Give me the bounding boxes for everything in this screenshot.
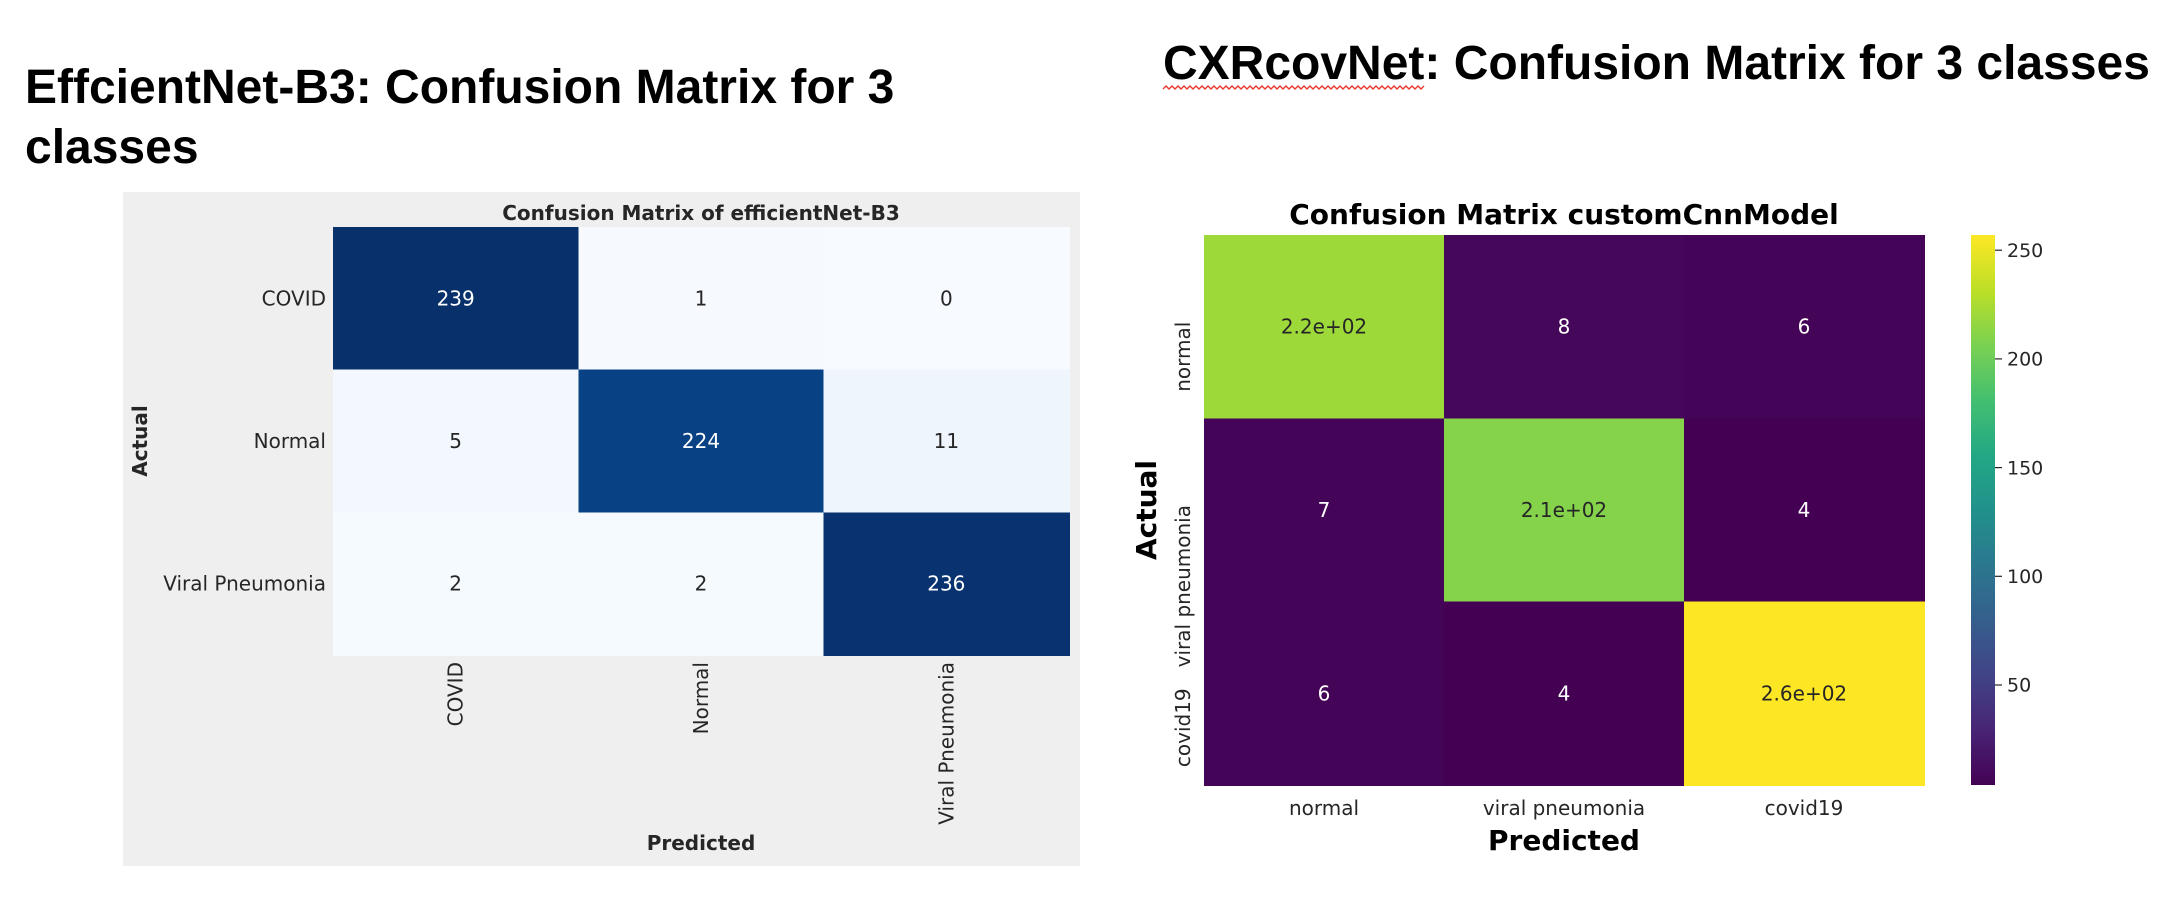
colorbar-tick-label: 150 [2007,457,2043,479]
cell-value-label: 2.6e+02 [1761,681,1847,705]
x-tick-label: covid19 [1765,796,1844,820]
heatmap-cell [578,227,825,371]
heatmap-cell [1444,418,1685,603]
y-tick-label: Viral Pneumonia [163,572,326,596]
x-axis-label: Predicted [647,831,756,855]
x-tick-label: COVID [444,662,468,726]
cell-value-label: 6 [1318,681,1331,705]
cell-value-label: 8 [1558,315,1571,339]
colorbar-tick-label: 250 [2007,240,2043,262]
cell-value-label: 2.1e+02 [1521,498,1607,522]
y-axis-label: Actual [1130,460,1163,560]
cell-value-label: 5 [449,429,462,453]
cell-value-label: 2 [695,572,708,596]
cell-value-label: 4 [1798,498,1811,522]
cell-value-label: 239 [437,286,475,310]
heatmap-cell [1684,235,1925,420]
heatmap-cell [333,512,580,656]
heatmap-cell [1204,418,1445,603]
x-axis-label: Predicted [1488,824,1640,857]
heatmap-cell [333,227,580,371]
heatmap-cell [823,369,1070,514]
colorbar-ticks: 50 100 150 200 250 [1995,240,2043,697]
heatmap-grid: 2.2e+02 8 6 7 2.1e+02 4 6 4 2.6e+02 [1204,235,1925,786]
x-tick-labels: COVID Normal Viral Pneumonia [444,662,959,825]
x-tick-labels: normal viral pneumonia covid19 [1289,796,1843,820]
heatmap-cell [823,512,1070,656]
heatmap-cell [1444,235,1685,420]
colorbar-tick-label: 50 [2007,675,2031,697]
cell-value-label: 2 [449,572,462,596]
cell-value-label: 1 [695,286,708,310]
cell-value-label: 0 [940,286,953,310]
heatmap-cell [1204,235,1445,420]
colorbar-gradient [1971,235,1995,785]
y-tick-label: viral pneumonia [1171,505,1195,667]
heatmap-cell [578,512,825,656]
y-tick-label: normal [1171,322,1195,392]
heatmap-cell [578,369,825,514]
chart-title: Confusion Matrix of efficientNet-B3 [502,201,900,225]
heatmap-cell [333,369,580,514]
y-tick-label: Normal [254,429,326,453]
chart-title: Confusion Matrix customCnnModel [1289,198,1839,231]
y-tick-labels: normal viral pneumonia covid19 [1171,322,1195,767]
y-tick-label: covid19 [1171,688,1195,767]
cell-value-label: 4 [1558,681,1571,705]
x-tick-label: normal [1289,796,1359,820]
cell-value-label: 7 [1318,498,1331,522]
x-tick-label: Viral Pneumonia [934,662,958,825]
colorbar: 50 100 150 200 250 [1971,235,2043,785]
x-tick-label: Normal [689,662,713,734]
cell-value-label: 2.2e+02 [1281,315,1367,339]
right-figure-heading: CXRcovNet: Confusion Matrix for 3 classe… [1163,37,2150,90]
cell-value-label: 224 [682,429,720,453]
colorbar-tick-label: 200 [2007,349,2043,371]
cell-value-label: 236 [927,572,965,596]
heatmap-grid: 239 1 0 5 224 11 2 2 236 [333,227,1070,656]
heatmap-cell [823,227,1070,371]
y-tick-label: COVID [262,286,326,310]
y-axis-label: Actual [128,405,152,476]
left-figure-heading: EffcientNet-B3: Confusion Matrix for 3 c… [25,61,895,174]
cell-value-label: 6 [1798,315,1811,339]
y-tick-labels: COVID Normal Viral Pneumonia [163,286,326,595]
efficientnet-b3-confusion-matrix: Confusion Matrix of efficientNet-B3 239 1… [123,192,1080,866]
x-tick-label: viral pneumonia [1483,796,1645,820]
heatmap-cell [1684,601,1925,786]
spellcheck-squiggle-underline [1162,85,1425,90]
heatmap-cell [1444,601,1685,786]
customcnnmodel-confusion-matrix: Confusion Matrix customCnnModel 2.2e+02 8… [1130,198,2043,857]
colorbar-tick-label: 100 [2007,566,2043,588]
heatmap-cell [1684,418,1925,603]
cell-value-label: 11 [934,429,959,453]
heatmap-cell [1204,601,1445,786]
